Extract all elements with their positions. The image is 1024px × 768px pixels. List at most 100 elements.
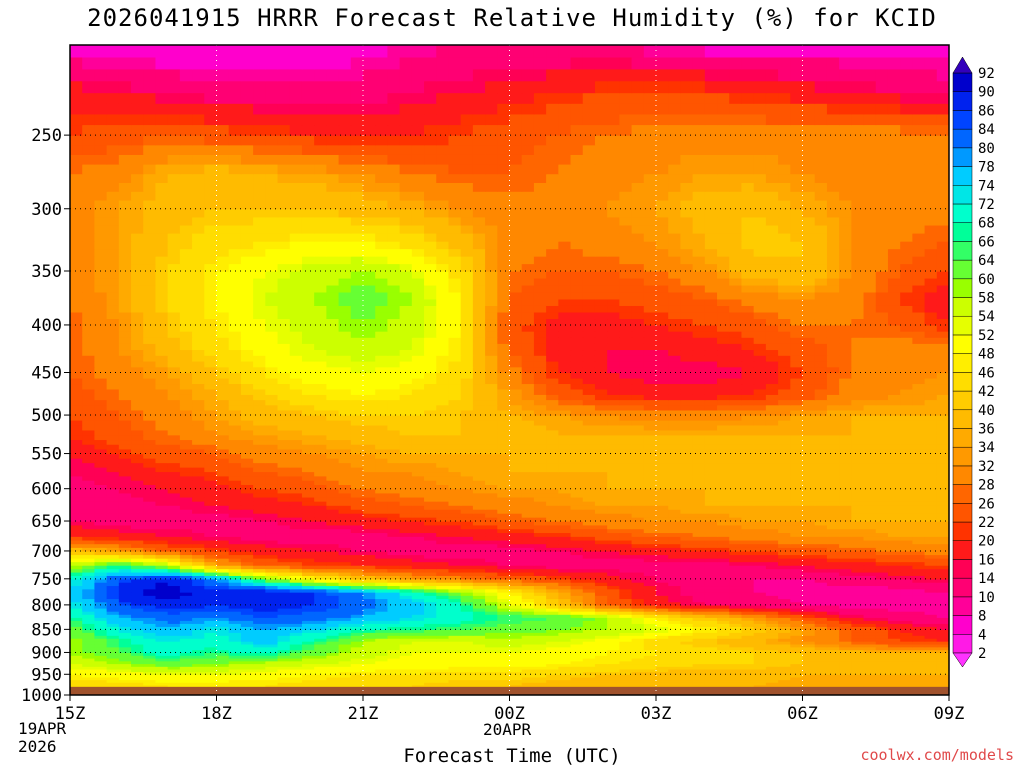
- rh-cell: [375, 588, 389, 593]
- rh-cell: [704, 629, 718, 633]
- rh-cell: [936, 588, 949, 593]
- rh-cell: [228, 595, 242, 600]
- rh-cell: [558, 484, 572, 490]
- rh-cell: [680, 643, 694, 648]
- rh-cell: [289, 595, 303, 600]
- rh-cell: [741, 617, 755, 621]
- rh-cell: [826, 568, 840, 573]
- rh-cell: [863, 657, 877, 662]
- rh-cell: [301, 501, 315, 506]
- rh-cell: [314, 682, 327, 686]
- rh-cell: [753, 611, 767, 615]
- rh-cell: [851, 676, 865, 681]
- rh-cell: [875, 561, 889, 566]
- rh-cell: [826, 649, 840, 654]
- rh-cell: [472, 554, 486, 559]
- rh-cell: [94, 509, 108, 514]
- rh-cell: [70, 663, 83, 667]
- rh-cell: [363, 524, 376, 530]
- rh-cell: [790, 575, 804, 580]
- rh-cell: [82, 480, 96, 485]
- rh-cell: [582, 467, 596, 473]
- rh-cell: [106, 588, 120, 593]
- rh-cell: [70, 480, 83, 485]
- rh-cell: [192, 646, 205, 651]
- rh-cell: [912, 571, 926, 576]
- rh-cell: [460, 517, 474, 522]
- rh-cell: [900, 652, 913, 656]
- rh-cell: [826, 635, 840, 639]
- rh-cell: [509, 578, 523, 583]
- rh-cell: [717, 492, 730, 498]
- rh-cell: [826, 676, 840, 681]
- rh-cell: [192, 674, 205, 678]
- rh-cell: [350, 488, 364, 494]
- rh-cell: [692, 604, 706, 609]
- rh-cell: [387, 475, 401, 481]
- rh-cell: [826, 679, 840, 683]
- rh-cell: [363, 649, 376, 654]
- rh-cell: [301, 657, 315, 662]
- rh-cell: [619, 607, 633, 612]
- rh-cell: [692, 684, 706, 688]
- rh-cell: [497, 554, 511, 559]
- rh-cell: [179, 611, 193, 615]
- rh-cell: [70, 632, 83, 636]
- rh-cell: [472, 652, 486, 656]
- rh-cell: [704, 611, 718, 615]
- rh-cell: [155, 561, 169, 566]
- rh-cell: [692, 649, 706, 654]
- rh-cell: [460, 623, 474, 627]
- rh-cell: [131, 565, 144, 570]
- rh-cell: [692, 652, 706, 656]
- rh-cell: [546, 671, 559, 675]
- rh-cell: [924, 629, 938, 633]
- rh-cell: [167, 558, 181, 563]
- rh-cell: [656, 643, 669, 648]
- rh-cell: [668, 595, 682, 600]
- rh-cell: [399, 561, 413, 566]
- rh-cell: [729, 595, 743, 600]
- rh-cell: [668, 492, 682, 498]
- rh-cell: [436, 641, 450, 645]
- rh-cell: [509, 617, 523, 621]
- rh-cell: [546, 604, 559, 609]
- rh-cell: [863, 492, 877, 498]
- rh-cell: [900, 582, 913, 587]
- rh-cell: [277, 660, 291, 665]
- rh-cell: [253, 547, 266, 552]
- rh-cell: [424, 524, 437, 530]
- rh-cell: [887, 641, 901, 645]
- rh-cell: [399, 660, 413, 665]
- rh-cell: [887, 676, 901, 681]
- rh-cell: [289, 592, 303, 596]
- rh-cell: [790, 532, 804, 537]
- rh-cell: [167, 561, 181, 566]
- rh-cell: [82, 505, 96, 510]
- rh-cell: [790, 471, 804, 477]
- rh-cell: [216, 509, 230, 514]
- rh-cell: [778, 641, 791, 645]
- rh-cell: [155, 646, 169, 651]
- rh-cell: [546, 578, 559, 583]
- rh-cell: [70, 571, 83, 576]
- rh-cell: [167, 543, 181, 548]
- rh-cell: [924, 471, 938, 477]
- rh-cell: [326, 496, 340, 502]
- rh-cell: [802, 550, 816, 556]
- rh-cell: [485, 626, 498, 630]
- rh-cell: [277, 598, 291, 603]
- rh-cell: [94, 663, 108, 667]
- rh-cell: [228, 496, 242, 502]
- rh-cell: [900, 663, 913, 667]
- rh-cell: [753, 505, 767, 510]
- rh-cell: [228, 467, 242, 473]
- rh-cell: [338, 561, 352, 566]
- rh-cell: [363, 595, 376, 600]
- rh-cell: [826, 484, 840, 490]
- rh-cell: [839, 571, 852, 576]
- rh-cell: [790, 617, 804, 621]
- rh-cell: [94, 480, 108, 485]
- rh-cell: [778, 539, 791, 545]
- rh-cell: [375, 561, 389, 566]
